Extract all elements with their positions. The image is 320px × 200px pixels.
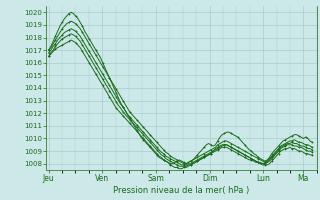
X-axis label: Pression niveau de la mer( hPa ): Pression niveau de la mer( hPa ) xyxy=(114,186,250,195)
